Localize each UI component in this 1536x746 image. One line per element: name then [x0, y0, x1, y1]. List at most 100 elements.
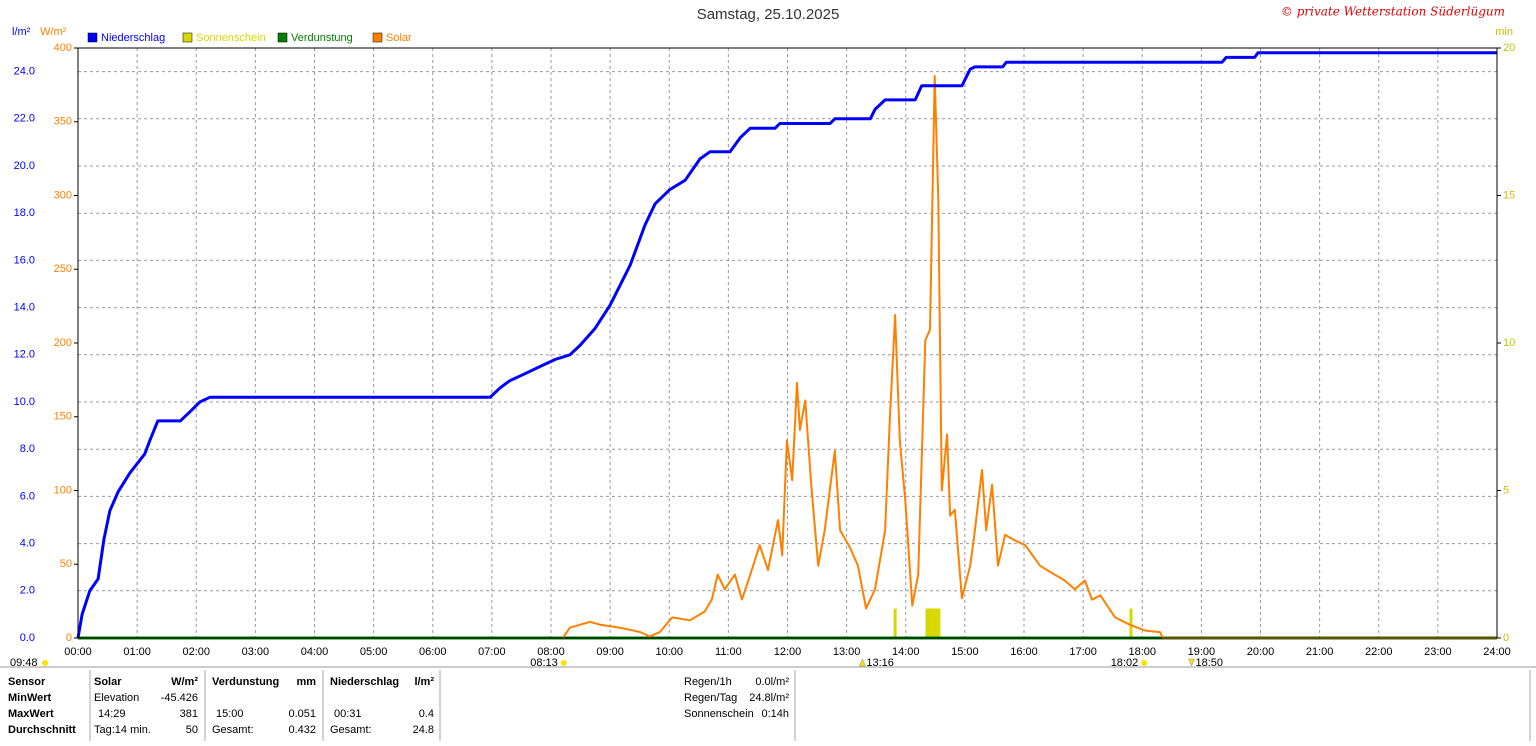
stats-header: Verdunstung	[212, 676, 279, 688]
sunshine-bar	[928, 608, 932, 638]
marker-dot	[1141, 660, 1148, 666]
x-tick-label: 23:00	[1424, 646, 1452, 658]
legend-label: Sonnenschein	[196, 32, 266, 44]
sunshine-bar	[934, 608, 938, 638]
stats-value: 0.4	[419, 708, 434, 720]
legend-label: Verdunstung	[291, 32, 353, 44]
y2-tick-label: 200	[54, 337, 72, 349]
y-tick-label: 10.0	[14, 396, 35, 408]
summary-value: 0:14h	[761, 708, 789, 720]
y3-tick-label: 5	[1503, 484, 1509, 496]
stats-key: 00:31	[334, 708, 362, 720]
y3-tick-label: 10	[1503, 337, 1515, 349]
x-tick-label: 11:00	[715, 646, 742, 658]
sunshine-bar	[937, 608, 941, 638]
stats-key: 14:29	[98, 708, 126, 720]
summary-key: Regen/Tag	[684, 692, 737, 704]
stats-value: 0.432	[288, 724, 316, 736]
y-tick-label: 12.0	[14, 349, 35, 361]
x-tick-label: 21:00	[1306, 646, 1334, 658]
x-tick-label: 02:00	[182, 646, 210, 658]
stats-row-label: Durchschnitt	[8, 724, 76, 736]
x-tick-label: 19:00	[1188, 646, 1216, 658]
legend-swatch	[87, 32, 98, 43]
stats-row-label: MaxWert	[8, 708, 54, 720]
x-tick-label: 05:00	[360, 646, 388, 658]
stats-value: 50	[186, 724, 198, 736]
stats-key: Elevation	[94, 692, 139, 704]
y-tick-label: 6.0	[20, 490, 35, 502]
stats-key: Gesamt:	[212, 724, 254, 736]
series-line	[76, 51, 1497, 639]
sunshine-bar	[1129, 608, 1133, 638]
sunshine-bar	[925, 608, 929, 638]
stats-value: 24.8	[413, 724, 434, 736]
series-line	[561, 75, 1497, 639]
stats-header: Solar	[94, 676, 122, 688]
plot-frame	[77, 47, 1498, 639]
x-tick-label: 15:00	[951, 646, 979, 658]
y2-axis-label: W/m²	[40, 26, 67, 38]
marker-label: 18:02	[1111, 657, 1139, 669]
x-tick-label: 04:00	[301, 646, 329, 658]
stats-value: 381	[180, 708, 198, 720]
legend-label: Niederschlag	[101, 32, 165, 44]
y-tick-label: 4.0	[20, 538, 35, 550]
stats-row-label: Sensor	[8, 676, 46, 688]
x-tick-label: 09:00	[596, 646, 624, 658]
stats-value: -45.426	[161, 692, 198, 704]
stats-key: Tag:14 min.	[94, 724, 151, 736]
y2-tick-label: 250	[54, 263, 72, 275]
stats-key: 15:00	[216, 708, 244, 720]
marker-label: 08:13	[530, 657, 558, 669]
marker-label: 18:50	[1196, 657, 1224, 669]
marker-dot	[560, 660, 567, 666]
legend-swatch	[372, 32, 383, 43]
y2-tick-label: 350	[54, 116, 72, 128]
x-tick-label: 06:00	[419, 646, 447, 658]
legend-swatch	[277, 32, 288, 43]
y3-tick-label: 15	[1503, 189, 1515, 201]
x-tick-label: 16:00	[1010, 646, 1038, 658]
marker-triangle	[1188, 658, 1195, 667]
sunshine-bar	[931, 608, 935, 638]
x-tick-label: 07:00	[478, 646, 506, 658]
y2-tick-label: 300	[54, 189, 72, 201]
legend-swatch	[182, 32, 193, 43]
y-tick-label: 16.0	[14, 254, 35, 266]
x-tick-label: 00:00	[64, 646, 92, 658]
y3-axis-label: min	[1495, 26, 1513, 38]
x-tick-label: 20:00	[1247, 646, 1275, 658]
y-tick-label: 20.0	[14, 160, 35, 172]
x-tick-label: 22:00	[1365, 646, 1393, 658]
x-tick-label: 03:00	[242, 646, 270, 658]
stats-unit: mm	[296, 676, 316, 688]
y2-tick-label: 100	[54, 484, 72, 496]
stats-value: 0.051	[288, 708, 316, 720]
sunshine-bar	[893, 608, 897, 638]
legend-label: Solar	[386, 32, 412, 44]
marker-label: 13:16	[866, 657, 894, 669]
x-tick-label: 24:00	[1483, 646, 1511, 658]
x-tick-label: 12:00	[774, 646, 802, 658]
stats-key: Gesamt:	[330, 724, 372, 736]
y2-tick-label: 150	[54, 411, 72, 423]
marker-triangle	[859, 658, 866, 667]
chart-title: Samstag, 25.10.2025	[697, 6, 840, 23]
x-tick-label: 14:00	[892, 646, 920, 658]
y-tick-label: 8.0	[20, 443, 35, 455]
stats-unit: l/m²	[414, 676, 434, 688]
y-tick-label: 2.0	[20, 585, 35, 597]
x-tick-label: 17:00	[1069, 646, 1097, 658]
y-tick-label: 22.0	[14, 113, 35, 125]
y3-tick-label: 20	[1503, 42, 1515, 54]
stats-unit: W/m²	[171, 676, 198, 688]
x-tick-label: 18:00	[1128, 646, 1156, 658]
summary-value: 24.8l/m²	[749, 692, 789, 704]
copyright: © private Wetterstation Süderlügum	[1281, 5, 1505, 19]
y2-tick-label: 50	[60, 558, 72, 570]
y-tick-label: 24.0	[14, 66, 35, 78]
